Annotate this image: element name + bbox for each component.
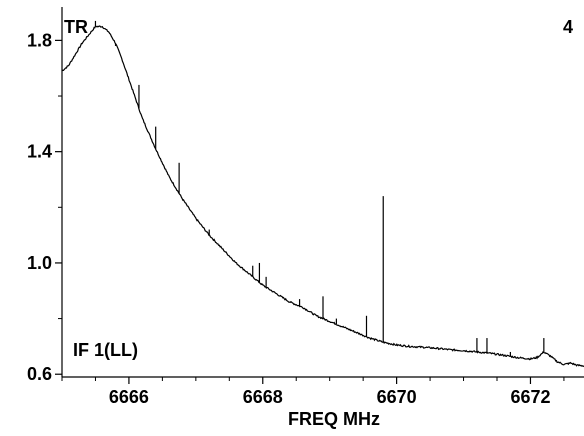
y-tick-label: 1.4 xyxy=(27,142,52,162)
x-tick-label: 6670 xyxy=(377,387,417,407)
x-tick-label: 6672 xyxy=(510,387,550,407)
x-axis-label: FREQ MHz xyxy=(288,409,380,429)
y-tick-label: 1.0 xyxy=(27,253,52,273)
x-tick-label: 6668 xyxy=(243,387,283,407)
annotation-top-left: TR xyxy=(64,17,88,37)
y-tick-label: 0.6 xyxy=(27,364,52,384)
series-line xyxy=(61,24,584,368)
plot-layer xyxy=(61,20,584,368)
annotation-top-right: 4 xyxy=(563,17,573,37)
x-tick-label: 6666 xyxy=(109,387,149,407)
annotation-bottom-left: IF 1(LL) xyxy=(73,340,138,360)
axis-layer: 0.6 1.0 1.4 1.8 6666 6668 6670 6672 xyxy=(27,7,584,407)
y-tick-label: 1.8 xyxy=(27,30,52,50)
